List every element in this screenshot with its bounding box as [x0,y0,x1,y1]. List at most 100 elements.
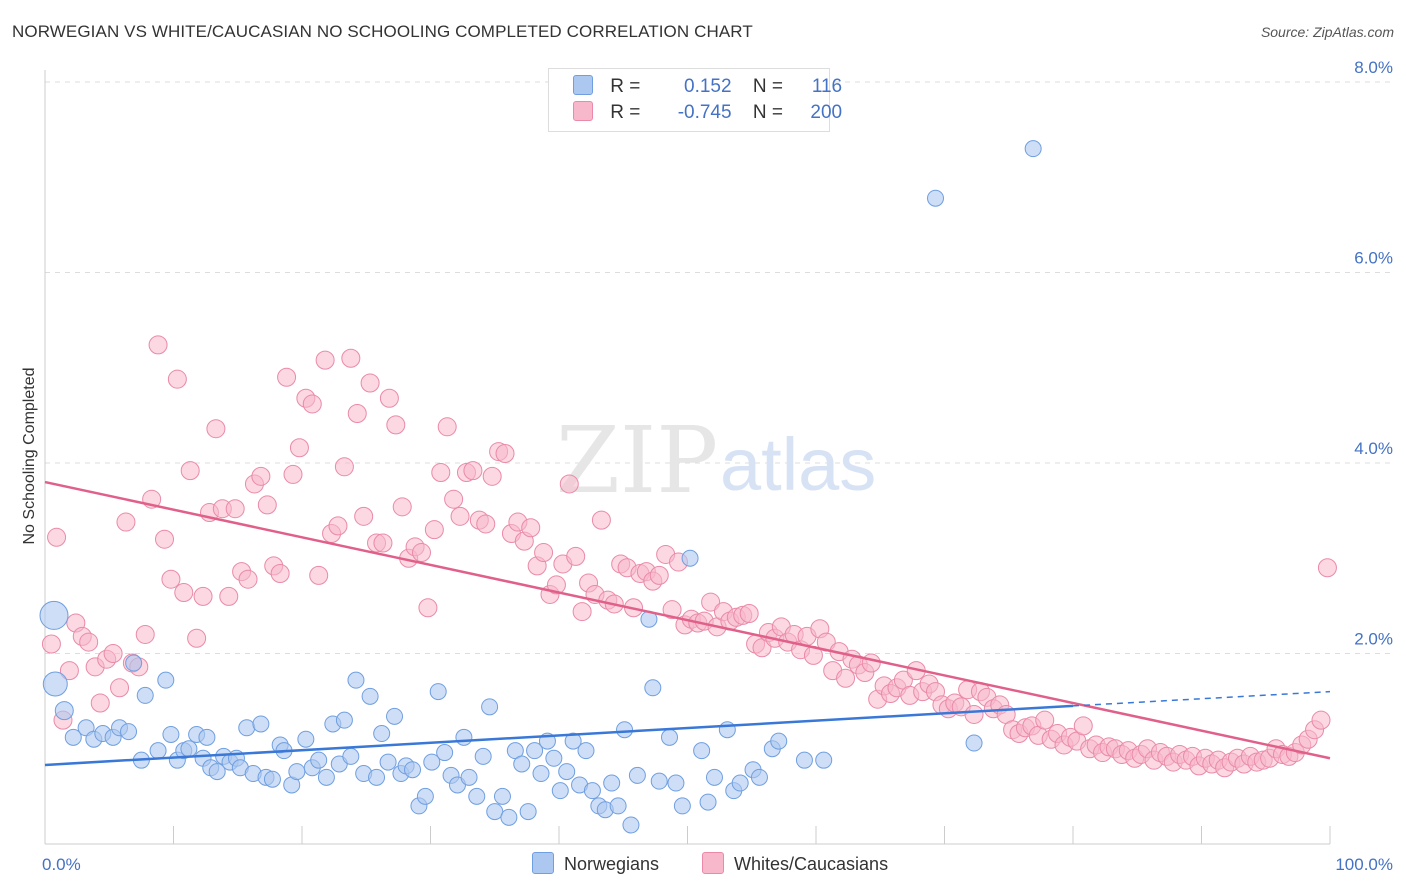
norwegians-point [468,787,486,805]
whites-caucasians-point [193,586,213,606]
norwegians-point [455,728,473,746]
norwegians-point [429,683,447,701]
legend-n-value: 200 [810,102,843,123]
whites-caucasians-point [110,678,130,698]
whites-caucasians-point [302,394,322,414]
whites-caucasians-point [386,415,406,435]
whites-caucasians-point [861,653,881,673]
whites-caucasians-point [41,634,61,654]
whites-caucasians-point [187,628,207,648]
bottom-legend-whites: Whites/Caucasians [702,852,888,875]
legend-r-value: -0.745 [677,102,732,123]
whites-caucasians-point [309,565,329,585]
norwegians-point [622,816,640,834]
norwegians-point [157,671,175,689]
norwegians-point [288,763,306,781]
whites-caucasians-point [79,632,99,652]
whites-caucasians-point [270,563,290,583]
whites-caucasians-point [662,600,682,620]
norwegians-point [136,686,154,704]
bottom-legend-label: Norwegians [564,854,660,874]
norwegians-point [404,761,422,779]
whites-caucasians-point [546,575,566,595]
whites-caucasians-point [964,704,984,724]
whites-caucasians-point [155,529,175,549]
whites-caucasians-point [476,514,496,534]
whites-caucasians-point [463,461,483,481]
whites-caucasians-point [591,510,611,530]
whites-caucasians-trend-line [44,480,1331,760]
norwegians-point [486,803,504,821]
norwegians-point [558,763,576,781]
chart-title: NORWEGIAN VS WHITE/CAUCASIAN NO SCHOOLIN… [12,22,753,41]
whites-caucasians-point [444,489,464,509]
norwegians-point [795,751,813,769]
norwegians-point [1024,140,1042,158]
whites-caucasians-points [41,335,1337,778]
whites-caucasians-point [219,586,239,606]
norwegians-point [519,803,537,821]
x-tick-label-min: 0.0% [42,855,81,874]
norwegians-point [577,742,595,760]
norwegians-point [162,725,180,743]
grid-lines [45,81,1395,654]
norwegians-point [310,751,328,769]
norwegians-point [815,751,833,769]
whites-caucasians-point [238,569,258,589]
whites-caucasians-point [559,474,579,494]
legend-swatch-pink [573,101,593,121]
norwegians-trend-extension [1072,690,1331,707]
whites-caucasians-point [289,438,309,458]
norwegians-point [386,707,404,725]
y-tick-label: 2.0% [1354,630,1393,649]
whites-caucasians-point [649,565,669,585]
y-tick-label: 8.0% [1354,58,1393,77]
legend-n-label: N = [752,76,783,97]
whites-caucasians-point [836,668,856,688]
norwegians-point [551,782,569,800]
norwegians-point [609,797,627,815]
whites-caucasians-point [392,497,412,517]
norwegians-point [474,747,492,765]
norwegians-point [583,782,601,800]
norwegians-point [693,742,711,760]
norwegians-point [603,774,621,792]
bottom-legend-label: Whites/Caucasians [734,854,889,874]
whites-caucasians-point [431,463,451,483]
legend-row-whites: R = -0.745 N = 200 [573,101,842,125]
whites-caucasians-point [373,533,393,553]
norwegians-point [532,765,550,783]
norwegians-point [252,715,270,733]
whites-caucasians-point [701,592,721,612]
norwegians-point [493,787,511,805]
norwegians-point [513,755,531,773]
whites-caucasians-point [59,661,79,681]
whites-caucasians-point [47,527,67,547]
whites-caucasians-point [572,602,592,622]
y-tick-label: 4.0% [1354,439,1393,458]
norwegians-point [180,740,198,758]
tick-labels: 2.0% 4.0% 6.0% 8.0% 0.0% 100.0% [42,58,1393,874]
whites-caucasians-point [418,598,438,618]
whites-caucasians-point [341,348,361,368]
norwegians-point [644,679,662,697]
norwegians-point [500,808,518,826]
norwegians-point [149,742,167,760]
norwegians-point [681,549,699,567]
norwegians-points [39,140,1042,834]
whites-caucasians-point [566,546,586,566]
whites-caucasians-point [424,520,444,540]
legend-swatch-blue [573,75,593,95]
watermark-zip: ZIP [556,407,718,514]
legend-n-value: 116 [811,76,843,97]
norwegians-point [373,725,391,743]
legend-r-label: R = [610,76,641,97]
norwegians-trend-line [44,704,1074,767]
whites-caucasians-point [360,373,380,393]
whites-caucasians-point [167,369,187,389]
whites-caucasians-point [161,569,181,589]
correlation-legend: R = 0.152 N = 116 R = -0.745 N = 200 [548,68,842,132]
norwegians-point [481,698,499,716]
y-axis-label: No Schooling Completed [21,368,38,545]
norwegians-point [770,732,788,750]
